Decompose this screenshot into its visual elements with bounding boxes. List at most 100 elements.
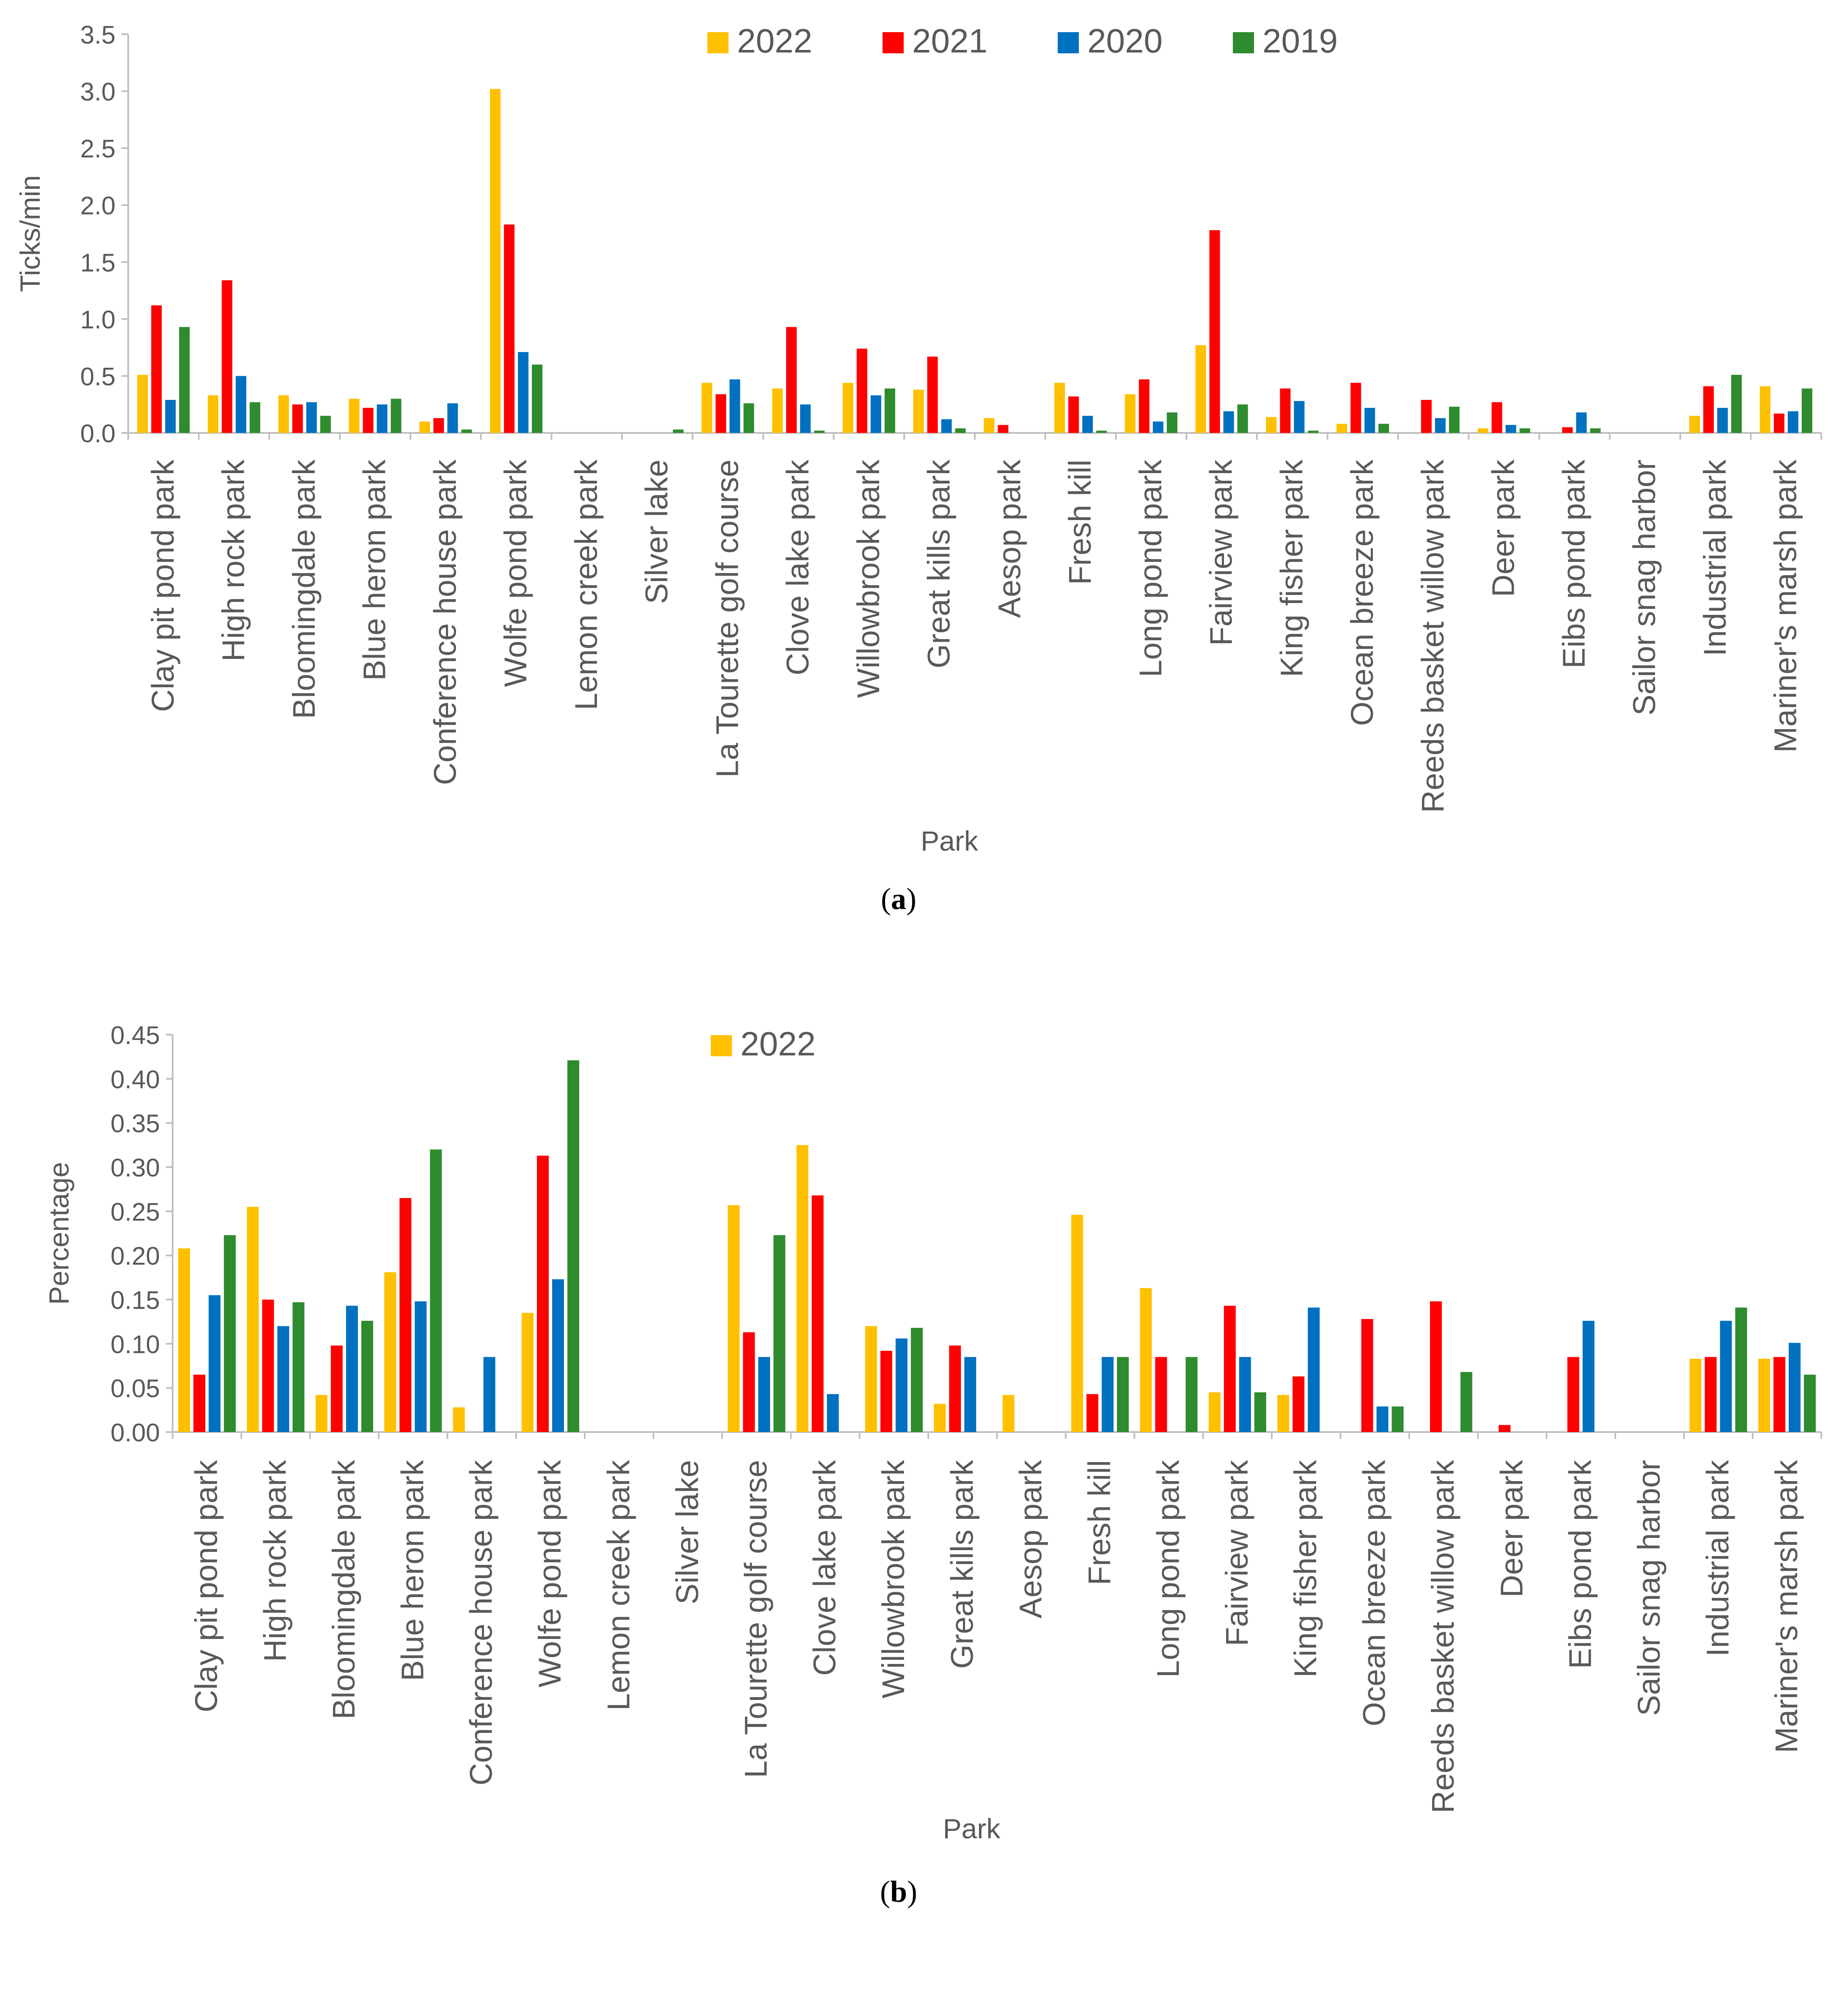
x-tick-label-king-fisher-park: King fisher park bbox=[1274, 459, 1309, 677]
x-tick-label-high-rock-park: High rock park bbox=[258, 1460, 293, 1662]
bar-2021-reeds-basket-willow-park bbox=[1430, 1301, 1442, 1432]
bar-2022-deer-park bbox=[1477, 428, 1488, 433]
bar-2020-conference-house-park bbox=[483, 1357, 495, 1432]
bar-2021-deer-park bbox=[1499, 1425, 1511, 1432]
bar-2022-aesop-park bbox=[1002, 1395, 1015, 1432]
bar-2022-aesop-park bbox=[984, 418, 995, 433]
x-tick-label-lemon-creek-park: Lemon creek park bbox=[569, 459, 604, 710]
bar-2019-long-pond-park bbox=[1166, 412, 1177, 433]
bar-2019-ocean-breeze-park bbox=[1378, 424, 1389, 433]
bar-2022-wolfe-pond-park bbox=[490, 89, 501, 433]
bar-2022-fairview-park bbox=[1208, 1392, 1221, 1432]
x-tick-label-conference-house-park: Conference house park bbox=[464, 1460, 499, 1785]
bar-2021-blue-heron-park bbox=[363, 408, 374, 433]
bar-2020-la-tourette-golf-course bbox=[729, 379, 740, 433]
bar-2021-willowbrook-park bbox=[856, 348, 867, 433]
y-tick-label: 0.35 bbox=[110, 1110, 160, 1138]
bar-2020-wolfe-pond-park bbox=[552, 1279, 564, 1432]
bar-2022-la-tourette-golf-course bbox=[701, 383, 712, 433]
x-tick-label-fresh-kill: Fresh kill bbox=[1062, 460, 1097, 585]
legend-swatch-2019 bbox=[1233, 32, 1254, 53]
bar-2019-high-rock-park bbox=[292, 1302, 305, 1432]
x-tick-label-long-pond-park: Long pond park bbox=[1150, 1460, 1185, 1677]
x-axis-title: Park bbox=[943, 1813, 1001, 1844]
bar-2021-blue-heron-park bbox=[399, 1198, 412, 1432]
x-tick-label-great-kills-park: Great kills park bbox=[944, 1460, 979, 1669]
bar-2020-king-fisher-park bbox=[1308, 1307, 1320, 1432]
bar-2021-deer-park bbox=[1491, 402, 1502, 433]
bar-2021-wolfe-pond-park bbox=[504, 224, 515, 433]
bar-2021-king-fisher-park bbox=[1292, 1376, 1305, 1432]
bar-2019-industrial-park bbox=[1735, 1307, 1747, 1432]
y-tick-label: 0.40 bbox=[110, 1065, 160, 1094]
bar-2022-king-fisher-park bbox=[1277, 1395, 1290, 1432]
x-tick-label-ocean-breeze-park: Ocean breeze park bbox=[1357, 1460, 1392, 1726]
x-tick-label-blue-heron-park: Blue heron park bbox=[395, 1460, 430, 1681]
y-tick-label: 0.15 bbox=[110, 1286, 160, 1314]
bar-2022-blue-heron-park bbox=[384, 1272, 396, 1432]
x-tick-label-fairview-park: Fairview park bbox=[1204, 459, 1239, 646]
panel-caption: (b) bbox=[880, 1875, 917, 1909]
bar-2022-fresh-kill bbox=[1071, 1215, 1084, 1432]
x-tick-label-blue-heron-park: Blue heron park bbox=[357, 459, 392, 680]
y-tick-label: 1.5 bbox=[80, 248, 116, 277]
x-tick-label-long-pond-park: Long pond park bbox=[1133, 459, 1168, 677]
bar-2021-high-rock-park bbox=[262, 1300, 274, 1432]
x-tick-label-deer-park: Deer park bbox=[1486, 459, 1521, 597]
bar-2021-clay-pit-pond-park bbox=[193, 1374, 206, 1432]
bar-2021-aesop-park bbox=[998, 425, 1009, 433]
bar-2020-clay-pit-pond-park bbox=[209, 1295, 221, 1432]
bar-2019-clove-lake-park bbox=[814, 430, 825, 433]
x-tick-label-sailor-snag-harbor: Sailor snag harbor bbox=[1631, 1460, 1666, 1716]
y-tick-label: 0.25 bbox=[110, 1198, 160, 1226]
bar-2021-industrial-park bbox=[1703, 386, 1714, 433]
y-axis-title: Ticks/min bbox=[14, 175, 46, 292]
bar-2019-eibs-pond-park bbox=[1590, 428, 1601, 433]
bar-2021-bloomingdale-park bbox=[292, 404, 303, 433]
bar-2020-great-kills-park bbox=[941, 419, 952, 433]
bar-2021-great-kills-park bbox=[949, 1345, 961, 1432]
bar-2020-fairview-park bbox=[1223, 411, 1234, 433]
legend-label-2022: 2022 bbox=[737, 22, 812, 60]
x-tick-label-clove-lake-park: Clove lake park bbox=[780, 459, 815, 675]
y-tick-label: 0.10 bbox=[110, 1330, 160, 1358]
bar-2019-blue-heron-park bbox=[430, 1149, 442, 1432]
x-tick-label-bloomingdale-park: Bloomingdale park bbox=[286, 459, 322, 719]
x-tick-label-wolfe-pond-park: Wolfe pond park bbox=[498, 459, 533, 687]
bar-2019-fresh-kill bbox=[1117, 1357, 1129, 1432]
bar-2019-industrial-park bbox=[1731, 375, 1742, 433]
x-tick-label-fresh-kill: Fresh kill bbox=[1082, 1460, 1117, 1585]
bar-2020-fairview-park bbox=[1239, 1357, 1251, 1432]
x-tick-label-willowbrook-park: Willowbrook park bbox=[851, 459, 886, 698]
bar-2021-fresh-kill bbox=[1068, 396, 1079, 433]
bar-2020-reeds-basket-willow-park bbox=[1435, 418, 1446, 433]
bar-2021-conference-house-park bbox=[433, 418, 444, 433]
bar-2022-great-kills-park bbox=[913, 389, 924, 433]
bar-2021-ocean-breeze-park bbox=[1350, 383, 1361, 433]
x-tick-label-mariner-s-marsh-park: Mariner's marsh park bbox=[1769, 1460, 1804, 1753]
legend-swatch-2021 bbox=[883, 32, 904, 53]
bar-2021-la-tourette-golf-course bbox=[743, 1332, 755, 1432]
bar-2019-king-fisher-park bbox=[1308, 430, 1319, 433]
bar-2022-wolfe-pond-park bbox=[522, 1313, 534, 1432]
bar-2020-wolfe-pond-park bbox=[518, 352, 529, 433]
bar-2020-high-rock-park bbox=[236, 376, 247, 433]
bar-2022-blue-heron-park bbox=[349, 399, 360, 433]
y-tick-label: 0.30 bbox=[110, 1154, 160, 1182]
bar-2019-silver-lake bbox=[673, 429, 684, 433]
bar-2022-industrial-park bbox=[1689, 416, 1700, 433]
y-tick-label: 0.05 bbox=[110, 1374, 160, 1403]
bar-2019-reeds-basket-willow-park bbox=[1460, 1372, 1472, 1432]
y-tick-label: 0.0 bbox=[80, 419, 116, 448]
x-tick-label-ocean-breeze-park: Ocean breeze park bbox=[1345, 459, 1380, 726]
y-tick-label: 3.0 bbox=[80, 78, 116, 106]
bar-2020-willowbrook-park bbox=[895, 1338, 908, 1432]
bar-2020-fresh-kill bbox=[1102, 1357, 1114, 1432]
bar-2021-mariner-s-marsh-park bbox=[1774, 413, 1785, 433]
x-tick-label-clove-lake-park: Clove lake park bbox=[807, 1460, 842, 1676]
bar-2019-great-kills-park bbox=[955, 428, 966, 433]
bar-2022-long-pond-park bbox=[1125, 394, 1136, 433]
x-tick-label-fairview-park: Fairview park bbox=[1219, 1460, 1254, 1646]
bar-2020-king-fisher-park bbox=[1294, 401, 1305, 433]
bar-2020-clay-pit-pond-park bbox=[165, 399, 176, 433]
